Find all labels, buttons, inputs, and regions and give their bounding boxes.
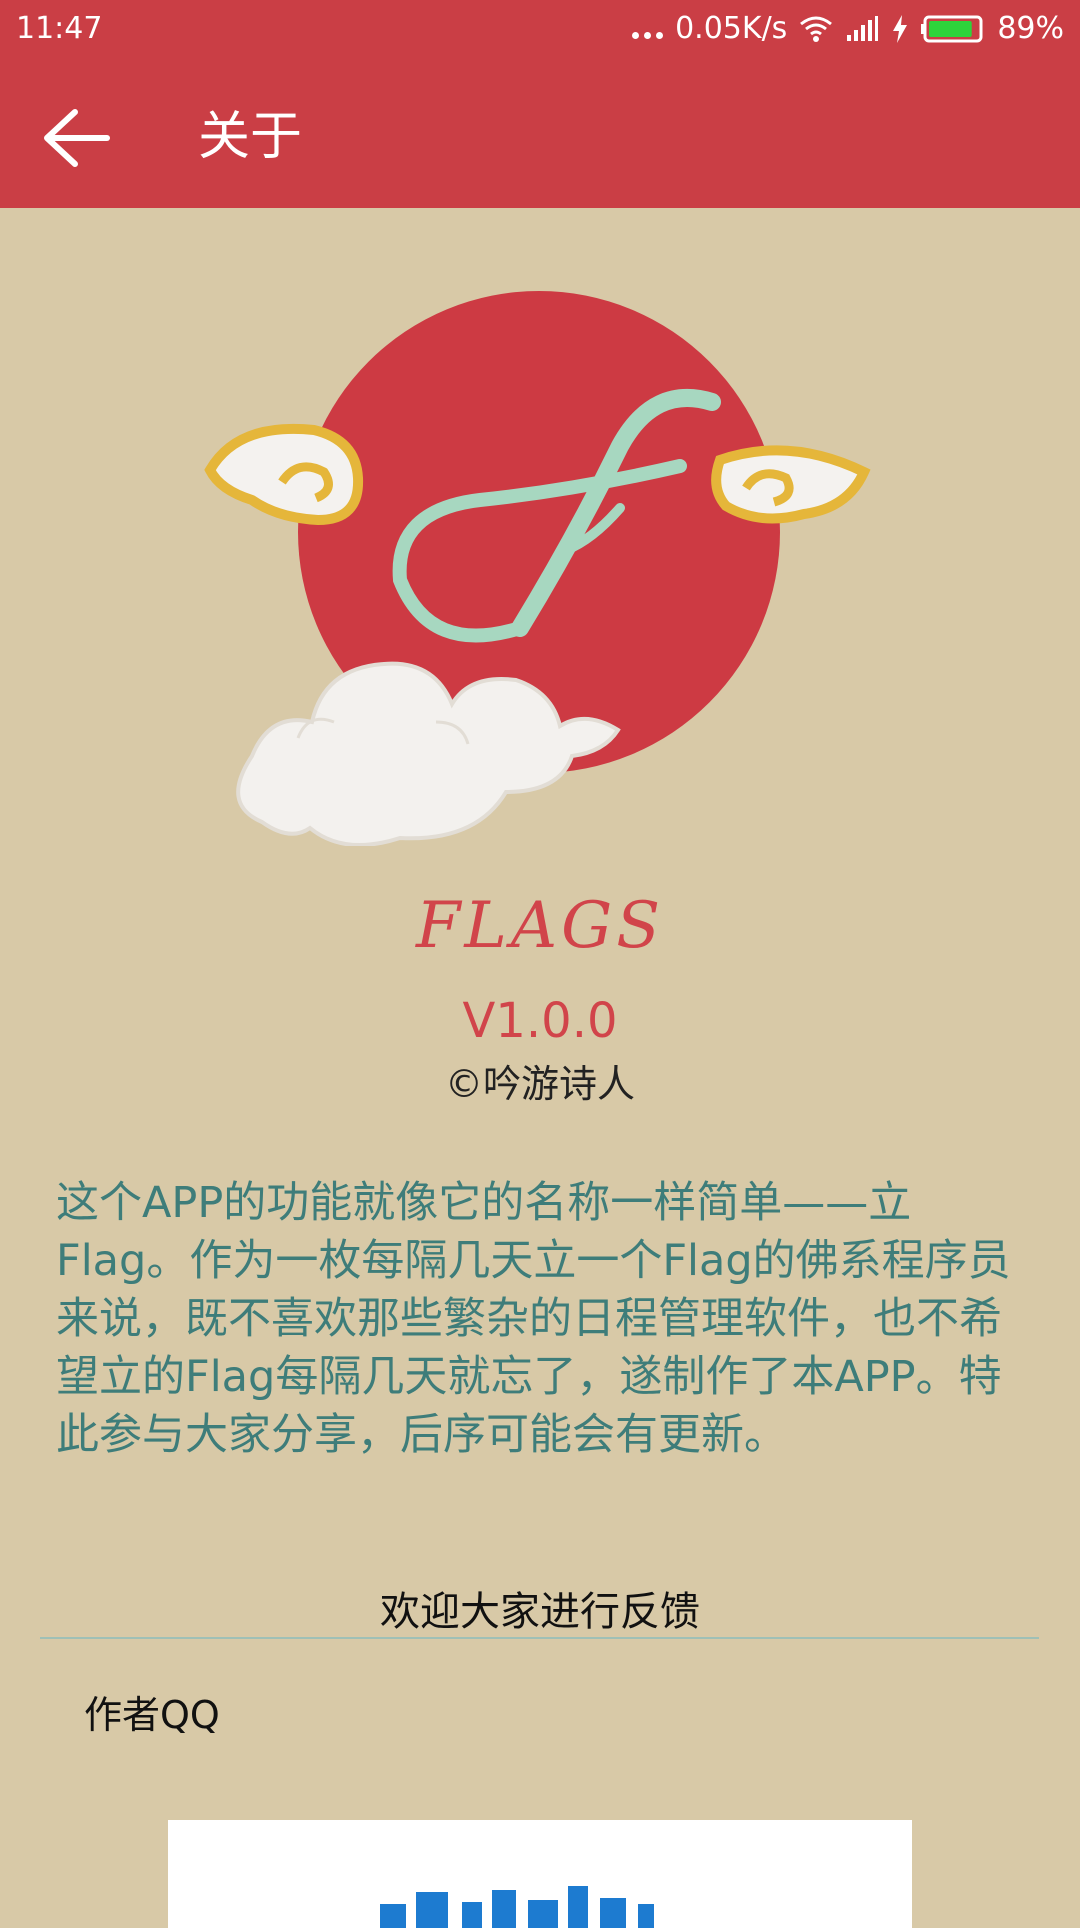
- app-bar: 11:47 0.05K/s: [0, 0, 1080, 208]
- status-bar: 11:47 0.05K/s: [0, 0, 1080, 58]
- more-dots-icon: [632, 20, 664, 39]
- app-copyright: ©吟游诗人: [444, 1062, 635, 1106]
- author-qq-label: 作者QQ: [84, 1693, 220, 1737]
- qr-code-icon: [380, 1886, 654, 1928]
- page-title: 关于: [198, 107, 303, 167]
- back-button[interactable]: [34, 96, 118, 180]
- cloud-icon: [236, 661, 621, 846]
- status-icons: 0.05K/s 89%: [632, 8, 1064, 50]
- charging-icon: [893, 15, 908, 43]
- qr-code-card: [168, 1820, 912, 1928]
- status-time: 11:47: [16, 11, 103, 46]
- toolbar: 关于: [0, 60, 1080, 208]
- feedback-heading: 欢迎大家进行反馈: [380, 1589, 700, 1635]
- app-name: FLAGS: [415, 889, 665, 963]
- about-content: FLAGS V1.0.0 ©吟游诗人 这个APP的功能就像它的名称一样简单——立…: [0, 208, 1080, 1928]
- app-version: V1.0.0: [462, 993, 618, 1049]
- right-wing-icon: [711, 445, 871, 524]
- arrow-left-icon: [44, 109, 110, 167]
- battery-icon: [921, 15, 983, 43]
- network-speed: 0.05K/s: [675, 11, 788, 46]
- app-logo: [204, 291, 871, 846]
- left-wing-icon: [204, 423, 364, 526]
- signal-icon: [847, 16, 879, 41]
- app-description: 这个APP的功能就像它的名称一样简单——立Flag。作为一枚每隔几天立一个Fla…: [56, 1178, 1011, 1460]
- logo-letter-f-icon: [392, 389, 721, 643]
- battery-percent: 89%: [997, 11, 1064, 46]
- divider: [40, 1637, 1039, 1639]
- wifi-icon: [800, 16, 833, 42]
